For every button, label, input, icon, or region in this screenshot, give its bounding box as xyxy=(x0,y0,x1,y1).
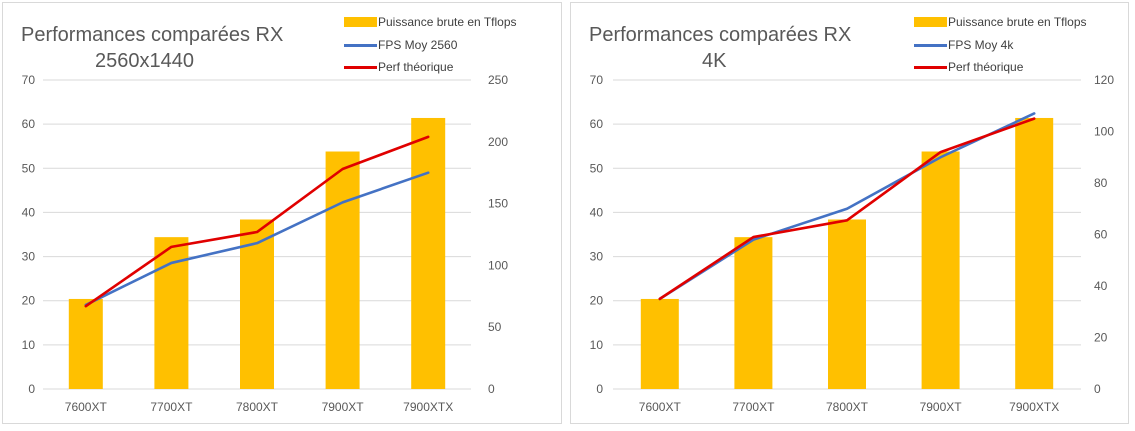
y-left-tick-label: 30 xyxy=(590,250,604,264)
x-tick-label: 7700XT xyxy=(150,400,193,414)
y-left-tick-label: 70 xyxy=(22,73,36,87)
y-right-tick-label: 0 xyxy=(1094,382,1101,396)
y-right-tick-label: 150 xyxy=(488,197,508,211)
legend-label: Perf théorique xyxy=(378,60,454,74)
bar-7800XT xyxy=(240,219,274,389)
bar-7600XT xyxy=(68,298,103,389)
y-right-tick-label: 200 xyxy=(488,135,508,149)
y-left-tick-label: 20 xyxy=(590,294,604,308)
y-right-tick-label: 40 xyxy=(1094,279,1108,293)
legend-swatch-line xyxy=(914,66,947,69)
y-right-tick-label: 50 xyxy=(488,320,502,334)
y-right-tick-label: 120 xyxy=(1094,73,1114,87)
legend-label: FPS Moy 2560 xyxy=(378,38,458,52)
y-right-tick-label: 250 xyxy=(488,73,508,87)
x-tick-label: 7700XT xyxy=(732,400,775,414)
legend-swatch-line xyxy=(344,44,377,47)
y-right-tick-label: 100 xyxy=(488,258,508,272)
y-left-tick-label: 0 xyxy=(596,382,603,396)
legend-label: Puissance brute en Tflops xyxy=(378,15,517,29)
chart-legend: Puissance brute en Tflops FPS Moy 4k Per… xyxy=(914,14,1124,84)
legend-swatch-bar xyxy=(914,17,947,27)
bar-7700XT xyxy=(734,237,773,389)
chart-panel-2560: Performances comparées RX 2560x1440 Puis… xyxy=(2,2,562,424)
bar-7600XT xyxy=(640,298,679,389)
chart-legend: Puissance brute en Tflops FPS Moy 2560 P… xyxy=(344,14,554,84)
bar-7900XT xyxy=(921,151,960,389)
chart-title: Performances comparées RX xyxy=(589,24,852,46)
y-right-tick-label: 80 xyxy=(1094,176,1108,190)
x-tick-label: 7600XT xyxy=(65,400,108,414)
y-left-tick-label: 40 xyxy=(590,205,604,219)
chart-plot-4k: 0 10 20 30 40 50 60 70 0 20 40 60 80 100 120 7600XT 7700… xyxy=(590,73,1115,414)
chart-subtitle: 4K xyxy=(702,50,727,72)
x-tick-label: 7900XTX xyxy=(403,400,453,414)
legend-swatch-line xyxy=(914,44,947,47)
legend-label: Perf théorique xyxy=(948,60,1024,74)
x-tick-label: 7900XTX xyxy=(1009,400,1059,414)
y-left-tick-label: 20 xyxy=(22,294,36,308)
bar-7800XT xyxy=(828,219,866,389)
legend-label: Puissance brute en Tflops xyxy=(948,15,1087,29)
x-tick-label: 7900XT xyxy=(920,400,963,414)
bar-7900XTX xyxy=(1015,117,1054,389)
x-tick-label: 7800XT xyxy=(826,400,869,414)
chart-plot-2560: 0 10 20 30 40 50 60 70 0 50 100 150 200 250 7600XT 7700… xyxy=(22,73,509,414)
bar-7900XT xyxy=(325,151,360,389)
y-left-tick-label: 50 xyxy=(22,161,36,175)
y-right-tick-label: 0 xyxy=(488,382,495,396)
y-left-tick-label: 40 xyxy=(22,205,36,219)
y-left-tick-label: 10 xyxy=(22,338,36,352)
y-left-tick-label: 60 xyxy=(22,117,36,131)
y-left-tick-label: 60 xyxy=(590,117,604,131)
x-tick-label: 7800XT xyxy=(236,400,279,414)
y-right-tick-label: 20 xyxy=(1094,331,1108,345)
y-left-tick-label: 50 xyxy=(590,161,604,175)
y-right-tick-label: 100 xyxy=(1094,125,1114,139)
y-left-tick-label: 0 xyxy=(28,382,35,396)
legend-swatch-line xyxy=(344,66,377,69)
chart-title: Performances comparées RX xyxy=(21,24,284,46)
chart-panel-4k: Performances comparées RX 4K Puissance b… xyxy=(570,2,1129,424)
y-left-tick-label: 30 xyxy=(22,250,36,264)
bar-7900XTX xyxy=(411,117,446,389)
legend-label: FPS Moy 4k xyxy=(948,38,1014,52)
legend-swatch-bar xyxy=(344,17,377,27)
chart-subtitle: 2560x1440 xyxy=(95,50,194,72)
y-left-tick-label: 70 xyxy=(590,73,604,87)
y-left-tick-label: 10 xyxy=(590,338,604,352)
y-right-tick-label: 60 xyxy=(1094,228,1108,242)
x-tick-label: 7600XT xyxy=(639,400,682,414)
x-tick-label: 7900XT xyxy=(322,400,365,414)
